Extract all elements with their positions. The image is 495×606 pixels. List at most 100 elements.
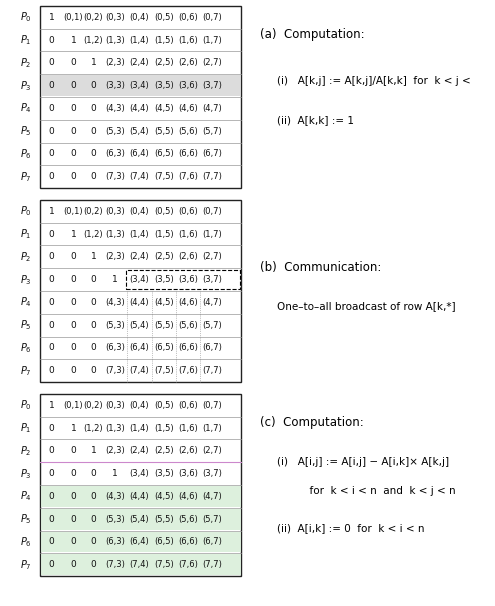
Text: 0: 0: [49, 275, 54, 284]
Text: (5,3): (5,3): [105, 514, 125, 524]
Text: 0: 0: [49, 492, 54, 501]
Text: 1: 1: [70, 36, 76, 44]
Text: (6,3): (6,3): [105, 538, 125, 547]
Text: (6,5): (6,5): [154, 150, 174, 159]
Text: (6,7): (6,7): [202, 538, 222, 547]
Text: 0: 0: [91, 469, 97, 478]
Text: 1: 1: [49, 13, 54, 22]
Text: 0: 0: [70, 514, 76, 524]
Text: for  k < i < n  and  k < j < n: for k < i < n and k < j < n: [277, 486, 455, 496]
Text: (7,7): (7,7): [202, 366, 222, 375]
Text: (0,5): (0,5): [154, 207, 174, 216]
Text: $P_{3}$: $P_{3}$: [20, 273, 32, 287]
Text: 0: 0: [91, 561, 97, 569]
Text: (2,5): (2,5): [154, 446, 174, 455]
Text: (5,4): (5,4): [130, 127, 149, 136]
Text: (7,4): (7,4): [129, 561, 149, 569]
Text: (5,7): (5,7): [202, 514, 222, 524]
Bar: [40, 200, 242, 382]
Text: 0: 0: [49, 514, 54, 524]
Text: $P_{1}$: $P_{1}$: [20, 33, 32, 47]
Text: (7,7): (7,7): [202, 172, 222, 181]
Text: 0: 0: [70, 58, 76, 67]
Text: (4,7): (4,7): [202, 104, 222, 113]
Text: 0: 0: [91, 172, 97, 181]
Text: 0: 0: [49, 127, 54, 136]
Text: (0,1): (0,1): [63, 207, 83, 216]
Text: 0: 0: [49, 561, 54, 569]
Text: (2,7): (2,7): [202, 446, 222, 455]
Text: 1: 1: [91, 446, 97, 455]
Text: $P_{0}$: $P_{0}$: [20, 398, 32, 412]
Text: $P_{5}$: $P_{5}$: [20, 124, 32, 138]
Text: (0,5): (0,5): [154, 401, 174, 410]
Text: $P_{7}$: $P_{7}$: [20, 558, 32, 571]
Text: (0,7): (0,7): [202, 207, 222, 216]
Text: $P_{3}$: $P_{3}$: [20, 79, 32, 93]
Text: (3,4): (3,4): [129, 81, 149, 90]
Bar: [41, 509, 241, 530]
Text: (i)   A[i,j] := A[i,j] − A[i,k]× A[k,j]: (i) A[i,j] := A[i,j] − A[i,k]× A[k,j]: [277, 457, 449, 467]
Text: 0: 0: [70, 366, 76, 375]
Text: 0: 0: [70, 172, 76, 181]
Text: 0: 0: [91, 104, 97, 113]
Text: (7,5): (7,5): [154, 561, 174, 569]
Text: $P_{1}$: $P_{1}$: [20, 227, 32, 241]
Text: (3,3): (3,3): [105, 81, 125, 90]
Text: 0: 0: [49, 36, 54, 44]
Text: (5,7): (5,7): [202, 321, 222, 330]
Text: 1: 1: [112, 275, 118, 284]
Text: 0: 0: [49, 344, 54, 353]
Text: (1,3): (1,3): [105, 424, 125, 433]
Text: (2,3): (2,3): [105, 58, 125, 67]
Text: (6,6): (6,6): [178, 538, 198, 547]
Text: (5,6): (5,6): [178, 127, 198, 136]
Text: (4,7): (4,7): [202, 298, 222, 307]
Text: $P_{7}$: $P_{7}$: [20, 364, 32, 378]
Text: One–to–all broadcast of row A[k,*]: One–to–all broadcast of row A[k,*]: [277, 302, 455, 311]
Text: (2,5): (2,5): [154, 58, 174, 67]
Text: (4,4): (4,4): [130, 492, 149, 501]
Text: (3,6): (3,6): [178, 469, 198, 478]
Text: (a)  Computation:: (a) Computation:: [259, 28, 364, 41]
Text: (7,5): (7,5): [154, 366, 174, 375]
Text: (0,3): (0,3): [105, 207, 125, 216]
Text: $P_{2}$: $P_{2}$: [20, 250, 32, 264]
Text: (0,1): (0,1): [63, 13, 83, 22]
Text: (1,3): (1,3): [105, 36, 125, 44]
Text: 1: 1: [91, 252, 97, 261]
Text: (0,4): (0,4): [130, 13, 149, 22]
Text: 0: 0: [91, 366, 97, 375]
Text: (2,4): (2,4): [130, 58, 149, 67]
Text: 0: 0: [70, 127, 76, 136]
Text: $P_{4}$: $P_{4}$: [20, 101, 32, 115]
Text: (0,4): (0,4): [130, 401, 149, 410]
Text: 0: 0: [70, 538, 76, 547]
Text: $P_{6}$: $P_{6}$: [20, 147, 32, 161]
Text: (0,2): (0,2): [84, 13, 103, 22]
Text: (1,6): (1,6): [178, 230, 198, 239]
Text: (2,6): (2,6): [178, 252, 198, 261]
Bar: [41, 531, 241, 553]
Text: (b)  Communication:: (b) Communication:: [259, 261, 381, 275]
Text: (6,3): (6,3): [105, 150, 125, 159]
Text: (0,5): (0,5): [154, 13, 174, 22]
Text: 0: 0: [49, 58, 54, 67]
Text: (1,4): (1,4): [130, 424, 149, 433]
Text: (7,4): (7,4): [129, 366, 149, 375]
Text: (3,5): (3,5): [154, 469, 174, 478]
Text: 1: 1: [112, 469, 118, 478]
Bar: [40, 394, 242, 576]
Text: $P_{2}$: $P_{2}$: [20, 444, 32, 458]
Text: (3,7): (3,7): [202, 469, 222, 478]
Text: 0: 0: [70, 492, 76, 501]
Text: 0: 0: [91, 321, 97, 330]
Text: (4,3): (4,3): [105, 104, 125, 113]
Text: 0: 0: [70, 252, 76, 261]
Text: (2,3): (2,3): [105, 446, 125, 455]
Text: (2,7): (2,7): [202, 252, 222, 261]
Text: (5,5): (5,5): [154, 321, 174, 330]
Text: (0,6): (0,6): [178, 13, 198, 22]
Text: (1,6): (1,6): [178, 424, 198, 433]
Bar: [126, 270, 240, 289]
